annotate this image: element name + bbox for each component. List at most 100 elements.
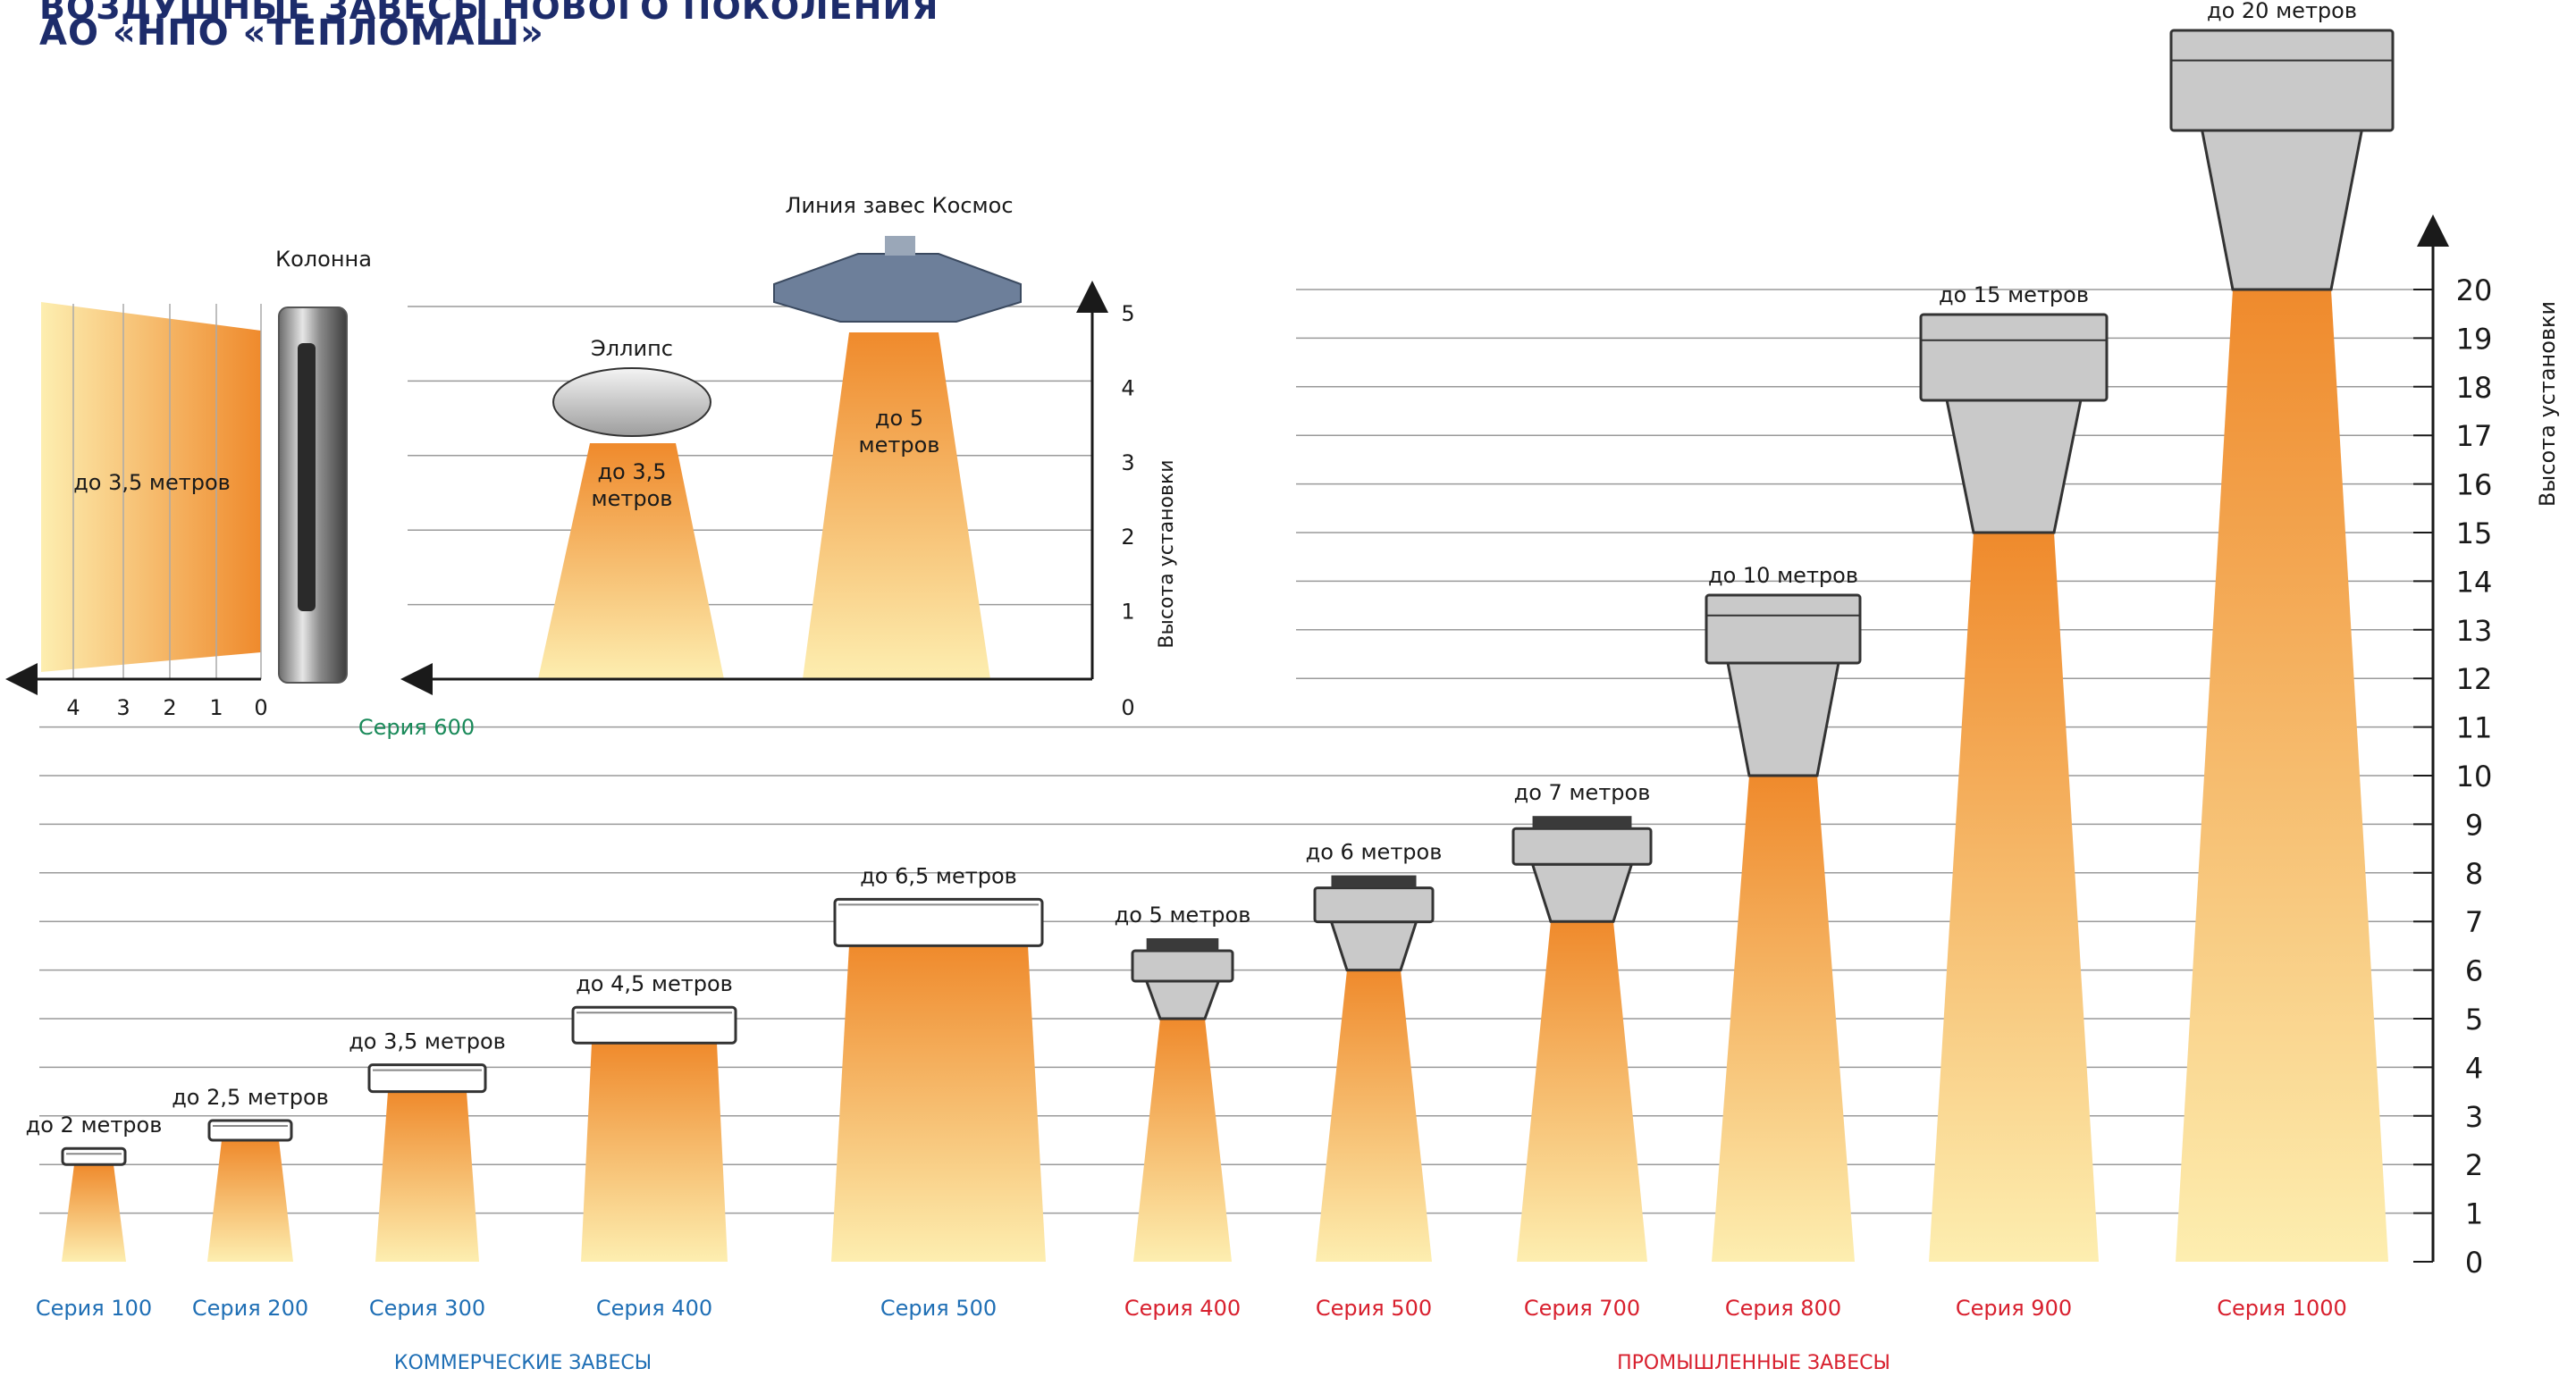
bar-value-label: до 2,5 метров <box>172 1085 329 1110</box>
column-beam-label: до 3,5 метров <box>73 470 231 495</box>
ellipse-name: Эллипс <box>591 336 673 361</box>
curtain-housing <box>2169 29 2395 132</box>
series600-tick-label: 2 <box>1121 525 1134 550</box>
axis-tick-label: 13 <box>2456 614 2493 648</box>
axis-tick-label: 14 <box>2456 565 2493 599</box>
curtain-unit <box>833 897 1044 947</box>
curtain-unit <box>367 1063 487 1094</box>
axis-tick-label: 7 <box>2465 905 2483 939</box>
curtain-fan-grille <box>1146 938 1219 951</box>
series-label: Серия 500 <box>1316 1296 1432 1321</box>
series600-tick-label: 1 <box>1121 600 1134 625</box>
industrial-group-label: ПРОМЫШЛЕННЫЕ ЗАВЕСЫ <box>1617 1352 1890 1374</box>
axis-tick-label: 19 <box>2456 322 2493 356</box>
bar-value-label: до 5 метров <box>1115 903 1251 928</box>
light-beam <box>831 945 1046 1262</box>
bar-value-label: до 2 метров <box>26 1113 163 1138</box>
series-label: Серия 500 <box>880 1296 997 1321</box>
series600-tick-label: 4 <box>1121 375 1134 400</box>
axis-tick-label: 1 <box>2465 1197 2483 1231</box>
ellipse-beam-label: до 3,5 метров <box>592 459 673 511</box>
series-label: Серия 900 <box>1956 1296 2072 1321</box>
curtain-housing <box>1919 313 2109 402</box>
axis-tick-label: 6 <box>2465 954 2483 988</box>
curtain-housing <box>1313 886 1435 924</box>
bar-value-label: до 10 метров <box>1708 563 1858 588</box>
column-tick-label: 2 <box>163 695 176 720</box>
kosmos-name: Линия завес Космос <box>785 193 1013 218</box>
column-panel: 4 3 2 1 0 до 3,5 метров Колонна <box>5 247 372 720</box>
bar-value-label: до 7 метров <box>1514 780 1651 805</box>
series600-tick-label: 5 <box>1121 301 1134 326</box>
curtain-unit <box>571 1005 737 1045</box>
light-beam <box>1517 921 1647 1262</box>
series-label: Серия 1000 <box>2217 1296 2347 1321</box>
curtain-funnel <box>1329 920 1418 972</box>
series600-label: Серия 600 <box>358 715 475 740</box>
main-axis-label: Высота установки <box>2535 301 2560 507</box>
series-label: Серия 400 <box>596 1296 712 1321</box>
axis-tick-label: 10 <box>2456 760 2493 793</box>
bar-value-label: до 20 метров <box>2207 0 2357 23</box>
axis-tick-label: 3 <box>2465 1100 2483 1134</box>
light-beam <box>1712 776 1855 1262</box>
kosmos-beam-label: до 5 метров <box>859 406 940 458</box>
axis-tick-label: 17 <box>2456 419 2493 453</box>
curtain-fan-grille <box>1331 875 1417 888</box>
series-label: Серия 800 <box>1725 1296 1841 1321</box>
curtain-funnel <box>2200 129 2364 291</box>
curtain-funnel <box>1945 399 2083 534</box>
series-label: Серия 100 <box>36 1296 152 1321</box>
light-beam <box>2176 290 2388 1262</box>
series600-tick-label: 0 <box>1121 695 1134 720</box>
bar-value-label: до 4,5 метров <box>576 971 733 996</box>
column-tick-label: 4 <box>66 695 80 720</box>
bar-value-label: до 15 метров <box>1939 282 2089 307</box>
series-label: Серия 300 <box>369 1296 485 1321</box>
axis-tick-label: 18 <box>2456 371 2493 405</box>
bar-value-label: до 6 метров <box>1306 840 1443 865</box>
curtain-units <box>61 29 2395 1166</box>
axis-tick-label: 4 <box>2465 1051 2483 1085</box>
axis-tick-label: 9 <box>2465 808 2483 842</box>
kosmos-beam <box>803 332 990 679</box>
column-beam <box>41 302 261 672</box>
light-beam <box>62 1164 126 1262</box>
bar-value-label: до 6,5 метров <box>860 863 1017 888</box>
company-name: АО «НПО «ТЕПЛОМАШ» <box>39 13 544 54</box>
series-label: Серия 400 <box>1124 1296 1241 1321</box>
light-beam <box>1316 970 1432 1262</box>
axis-tick-label: 15 <box>2456 516 2493 550</box>
curtain-funnel <box>1726 661 1840 777</box>
column-tick-label: 3 <box>116 695 130 720</box>
light-beam <box>1929 533 2099 1262</box>
light-beam <box>1133 1019 1232 1262</box>
ellipse-beam <box>538 443 724 679</box>
axis-tick-label: 11 <box>2456 711 2493 745</box>
ellipse-unit <box>552 367 711 437</box>
axis-tick-label: 5 <box>2465 1003 2483 1037</box>
curtain-fan-grille <box>1532 816 1632 829</box>
bar-labels: до 2 метров Серия 100 до 2,5 метров Серия 2… <box>26 0 2357 1321</box>
series600-tick-label: 3 <box>1121 450 1134 475</box>
column-slot <box>298 343 316 611</box>
column-tick-label: 1 <box>209 695 223 720</box>
curtain-unit <box>207 1119 293 1142</box>
bar-value-label: до 3,5 метров <box>349 1029 506 1054</box>
curtain-funnel <box>1530 862 1634 923</box>
column-tick-label: 0 <box>254 695 267 720</box>
curtain-housing <box>1511 827 1653 866</box>
kosmos-top <box>885 236 915 256</box>
header-title-cut: ВОЗДУШНЫЕ ЗАВЕСЫ НОВОГО ПОКОЛЕНИЯ <box>39 0 939 27</box>
light-beam <box>581 1043 728 1262</box>
axis-tick-label: 12 <box>2456 662 2493 696</box>
commercial-group-label: КОММЕРЧЕСКИЕ ЗАВЕСЫ <box>394 1352 652 1374</box>
axis-tick-label: 8 <box>2465 857 2483 891</box>
kosmos-unit <box>773 253 1022 323</box>
curtain-funnel <box>1144 979 1221 1020</box>
light-beam <box>375 1091 479 1262</box>
series600-axis-label: Высота установки <box>1156 459 1178 648</box>
series600-panel: 0 1 2 3 4 5 Эллипс до 3,5 метров Линия завес К… <box>358 193 1178 740</box>
